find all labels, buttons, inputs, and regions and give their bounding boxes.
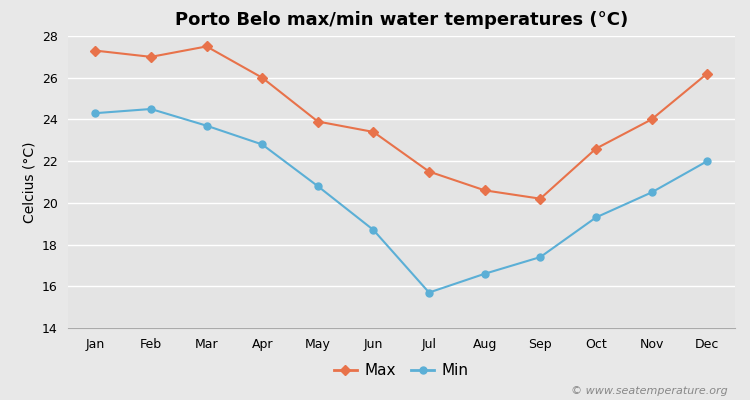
Max (369, 130, 378, 134)
Max (592, 146, 601, 151)
Max (91, 48, 100, 53)
Max (314, 119, 322, 124)
Title: Porto Belo max/min water temperatures (°C): Porto Belo max/min water temperatures (°… (175, 11, 628, 29)
Line: Min: Min (92, 106, 711, 296)
Min (592, 215, 601, 220)
Text: © www.seatemperature.org: © www.seatemperature.org (571, 386, 728, 396)
Max (480, 188, 489, 193)
Max (146, 54, 155, 59)
Y-axis label: Celcius (°C): Celcius (°C) (22, 141, 36, 223)
Min (146, 106, 155, 111)
Max (424, 169, 433, 174)
Min (314, 184, 322, 188)
Min (480, 271, 489, 276)
Min (369, 228, 378, 232)
Max (536, 196, 544, 201)
Min (703, 159, 712, 164)
Legend: Max, Min: Max, Min (328, 357, 475, 385)
Max (647, 117, 656, 122)
Min (202, 123, 211, 128)
Min (91, 111, 100, 116)
Max (703, 71, 712, 76)
Min (424, 290, 433, 295)
Line: Max: Max (92, 43, 711, 202)
Min (258, 142, 267, 147)
Max (258, 75, 267, 80)
Min (647, 190, 656, 195)
Min (536, 255, 544, 260)
Max (202, 44, 211, 49)
